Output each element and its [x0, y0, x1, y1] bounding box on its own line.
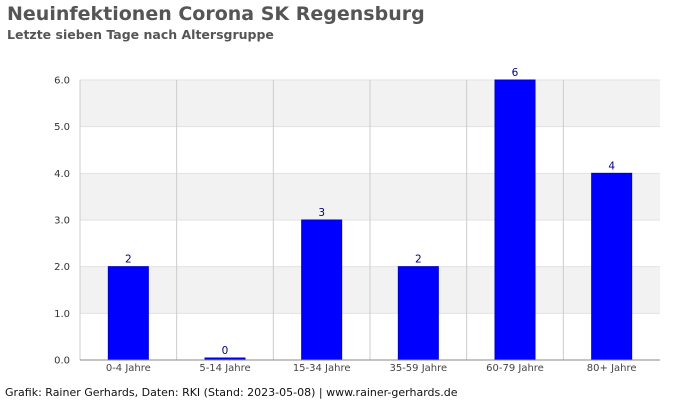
- data-label: 0: [222, 345, 229, 357]
- y-tick-label: 5.0: [54, 122, 70, 133]
- data-label: 4: [608, 160, 615, 172]
- y-tick-label: 0.0: [54, 356, 70, 367]
- bar: [301, 219, 343, 361]
- data-label: 2: [415, 254, 422, 266]
- chart-subtitle: Letzte sieben Tage nach Altersgruppe: [7, 27, 274, 42]
- y-tick-label: 3.0: [54, 216, 70, 227]
- bar: [107, 266, 149, 361]
- data-label: 3: [318, 207, 325, 219]
- data-label: 6: [512, 67, 519, 79]
- x-tick-label: 0-4 Jahre: [106, 363, 151, 374]
- y-tick-label: 4.0: [54, 169, 70, 180]
- x-tick-label: 60-79 Jahre: [486, 363, 544, 374]
- bar: [494, 79, 536, 361]
- bar: [397, 266, 439, 361]
- chart-title: Neuinfektionen Corona SK Regensburg: [7, 3, 425, 25]
- data-labels: 2 0 3 2 6 4: [125, 67, 615, 357]
- x-axis-ticks: 0-4 Jahre 5-14 Jahre 15-34 Jahre 35-59 Jahr…: [106, 363, 637, 374]
- y-axis-ticks: 0.0 1.0 2.0 3.0 4.0 5.0 6.0: [54, 76, 70, 367]
- x-tick-label: 5-14 Jahre: [199, 363, 250, 374]
- data-label: 2: [125, 254, 132, 266]
- y-tick-label: 2.0: [54, 262, 70, 273]
- y-tick-label: 6.0: [54, 76, 70, 87]
- x-tick-label: 35-59 Jahre: [389, 363, 447, 374]
- x-tick-label: 15-34 Jahre: [293, 363, 351, 374]
- bars: [107, 79, 633, 361]
- x-tick-label: 80+ Jahre: [587, 363, 637, 374]
- footer-credit: Grafik: Rainer Gerhards, Daten: RKI (Sta…: [5, 386, 458, 399]
- bar: [591, 172, 633, 361]
- grid-lines: [79, 79, 660, 360]
- y-tick-label: 1.0: [54, 309, 70, 320]
